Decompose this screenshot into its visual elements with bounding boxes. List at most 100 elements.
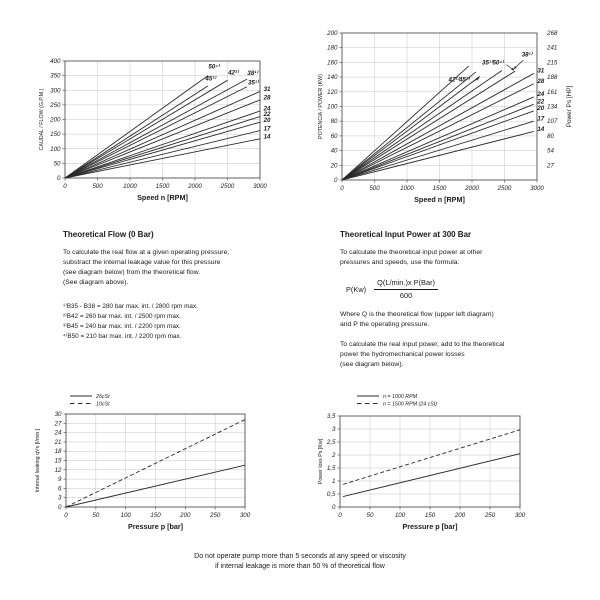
- y-tick-label: 6: [58, 485, 62, 492]
- series-label-42: 42²⁾: [227, 70, 240, 77]
- theoretical-power-svg: 0 500 1000 1500 2000 2500 3000 0 20 40 60 80 100 120 1…: [318, 30, 573, 204]
- series-20-line: [341, 110, 534, 181]
- x-tick-label: 2500: [220, 183, 235, 190]
- series-label-14: 14: [264, 134, 271, 141]
- y-tick-label: 1: [332, 478, 335, 485]
- series-label-20: 20: [536, 105, 544, 112]
- y-tick-label: 180: [327, 45, 338, 52]
- series-10cSt-line: [65, 419, 246, 508]
- series-22-line: [64, 116, 261, 179]
- series-label-14: 14: [537, 126, 544, 133]
- series-17-line: [64, 130, 261, 179]
- x-tick-label: 0: [63, 183, 67, 190]
- flow-paragraph-line: To calculate the real flow at a given op…: [63, 249, 230, 256]
- formula-denominator: 600: [399, 291, 413, 300]
- x-tick-label: 250: [209, 512, 221, 519]
- input-power-title: Theoretical Input Power at 300 Bar: [340, 230, 472, 239]
- right-axis-label: 27: [546, 162, 554, 169]
- power-loss-chart: 0 50 100 150 200 250 300 0 0,5 1 1,5 2 2,5 3 3,5 Pressu…: [305, 390, 575, 540]
- y-tick-label: 30: [55, 411, 62, 418]
- power-loss-svg: 0 50 100 150 200 250 300 0 0,5 1 1,5 2 2,5 3 3,5 Pressu…: [318, 394, 526, 531]
- y-tick-label: 15: [55, 458, 62, 465]
- y-tick-label: 200: [49, 117, 61, 124]
- x-axis-title: Speed n [RPM]: [414, 195, 465, 204]
- footnote-2: ²⁾B42 = 260 bar max. int. / 2500 rpm max…: [63, 313, 181, 320]
- series-label-38: 38¹⁾: [247, 70, 259, 77]
- series-45-line: [341, 71, 477, 181]
- x-tick-label: 150: [150, 512, 161, 519]
- series-38-line: [64, 78, 248, 179]
- y-tick-label: 200: [326, 30, 338, 37]
- x-axis-title: Pressure p [bar]: [128, 522, 183, 531]
- series-45-line: [64, 85, 209, 179]
- series-14-line: [64, 138, 261, 179]
- y-tick-label: 60: [331, 133, 338, 140]
- power-paragraph-line: and P the operating pressure.: [340, 321, 430, 328]
- power-paragraph-line: power the hydromechanical power losses: [340, 351, 465, 358]
- series-label-35: 35¹⁾: [248, 79, 260, 86]
- y-tick-label: 80: [331, 118, 338, 125]
- x-tick-label: 1000: [123, 183, 137, 190]
- y-tick-label: 0: [57, 175, 61, 182]
- series-35-line: [341, 70, 516, 181]
- y-axis-title: Power loss Ps [Kw]: [318, 438, 324, 484]
- y-tick-label: 140: [327, 74, 338, 81]
- y-tick-label: 3,5: [327, 413, 336, 420]
- x-tick-label: 0: [340, 185, 344, 192]
- series-label-20: 20: [263, 117, 271, 124]
- flow-paragraph-line: (See diagram above).: [63, 279, 129, 286]
- series-31-line: [341, 73, 534, 181]
- y-axis-title: POTENCIA / POWER (KW): [318, 74, 324, 139]
- series-26cSt-line: [65, 464, 246, 508]
- x-tick-label: 50: [92, 512, 99, 519]
- power-paragraph-line: Where Q is the theoretical flow (upper l…: [340, 311, 494, 318]
- power-paragraph-line: To calculate the real input power, add t…: [340, 341, 505, 348]
- y-axis-title: CAUDAL / FLOW (G.P.M.): [39, 88, 45, 150]
- theoretical-flow-text: Theoretical Flow (0 Bar) To calculate th…: [63, 230, 303, 342]
- series-28-line: [64, 99, 261, 179]
- series-42-line: [341, 76, 481, 181]
- x-tick-label: 150: [425, 512, 436, 519]
- theoretical-flow-chart: 0 500 1000 1500 2000 2500 3000 0 50 100 150 200 250 3…: [30, 25, 295, 210]
- series-22-line: [341, 103, 534, 181]
- legend-label: 26cSt: [95, 394, 110, 400]
- y-tick-label: 0: [334, 177, 338, 184]
- series-label-28: 28: [263, 95, 271, 102]
- x-tick-label: 250: [484, 512, 496, 519]
- x-tick-label: 300: [515, 512, 526, 519]
- series-24-line: [341, 96, 534, 181]
- x-tick-label: 2000: [464, 185, 479, 192]
- y-tick-label: 120: [327, 89, 338, 96]
- power-formula: P(Kw) Q(L/min.)x P(Bar) 600: [346, 278, 590, 300]
- x-tick-label: 1500: [433, 185, 447, 192]
- y-tick-label: 18: [55, 448, 62, 455]
- y-tick-label: 27: [54, 420, 62, 427]
- x-tick-label: 200: [454, 512, 466, 519]
- formula-fraction: Q(L/min.)x P(Bar) 600: [374, 278, 439, 300]
- series-label-24: 24: [536, 91, 544, 98]
- y-tick-label: 150: [50, 131, 61, 138]
- footnote-1: ¹⁾B35 - B38 = 280 bar max. int. / 2800 r…: [63, 303, 198, 310]
- x-tick-label: 500: [92, 183, 103, 190]
- y-tick-label: 3: [332, 426, 336, 433]
- right-axis-label: 134: [547, 104, 558, 111]
- right-axis-label: 161: [547, 89, 557, 96]
- right-axis-label: 107: [547, 118, 558, 125]
- y-tick-label: 40: [331, 148, 338, 155]
- y-tick-label: 20: [330, 162, 338, 169]
- annotation-label: 42²⁾45³⁾: [448, 77, 471, 84]
- x-tick-label: 500: [369, 185, 380, 192]
- y-tick-label: 250: [49, 102, 61, 109]
- footnote-4: ⁴⁾B50 = 210 bar max. int. / 2200 rpm max…: [63, 333, 182, 340]
- series-label-31: 31: [537, 68, 544, 75]
- legend-label: n = 1500 RPM (24 cSt): [383, 402, 437, 408]
- series-14-line: [341, 131, 534, 181]
- series-31-line: [64, 91, 261, 179]
- right-axis-label: 188: [547, 74, 558, 81]
- warning-caption-line1: Do not operate pump more than 5 seconds …: [194, 553, 406, 560]
- x-tick-label: 2000: [187, 183, 202, 190]
- internal-leakage-chart: 0 50 100 150 200 250 300 0 3 6 9 12 15 18 21 24 27 30 Pres…: [28, 390, 298, 540]
- y-tick-label: 1,5: [327, 465, 336, 472]
- internal-leakage-svg: 0 50 100 150 200 250 300 0 3 6 9 12 15 18 21 24 27 30 Pres…: [35, 394, 251, 531]
- flow-paragraph-line: (see diagram below) from the theoretical…: [63, 269, 201, 276]
